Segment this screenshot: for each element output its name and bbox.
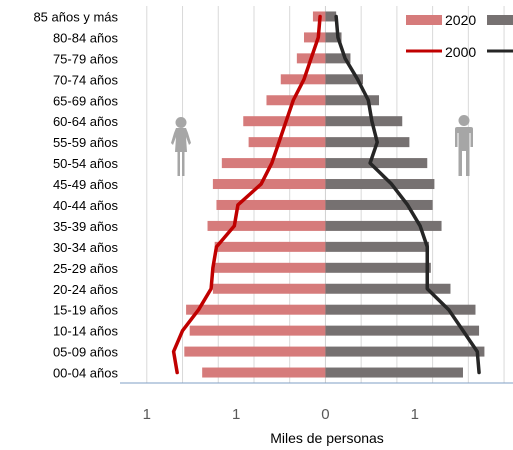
- bar-male-2020: [325, 179, 435, 190]
- legend-label-2020: 2020: [445, 12, 476, 28]
- bar-female-2020: [214, 241, 326, 252]
- bar-male-2020: [325, 116, 403, 127]
- bar-female-2020: [212, 262, 326, 273]
- bar-male-2020: [325, 262, 431, 273]
- bar-male-2020: [325, 199, 433, 210]
- line-group: [171, 14, 481, 375]
- legend: 2020 2000: [406, 12, 513, 60]
- bar-female-2020: [189, 325, 326, 336]
- bar-male-2020: [325, 367, 463, 378]
- category-label: 05-09 años: [53, 345, 119, 360]
- category-label: 50-54 años: [53, 156, 119, 171]
- grid-lines: [146, 6, 505, 383]
- category-label: 80-84 años: [53, 30, 119, 45]
- category-label: 75-79 años: [53, 51, 119, 66]
- x-axis-title: Miles de personas: [270, 430, 384, 446]
- x-tick-label: 1: [143, 406, 151, 423]
- bar-female-2020: [212, 179, 326, 190]
- bar-male-2020: [325, 241, 430, 252]
- bar-male-2020: [325, 346, 485, 357]
- bar-female-2020: [248, 137, 326, 148]
- bar-female-2020: [207, 220, 326, 231]
- category-labels: 85 años y más 80-84 años 75-79 años 70-74 a…: [33, 9, 118, 380]
- bar-female-2020: [184, 346, 326, 357]
- bar-male-2020: [325, 220, 442, 231]
- bar-male-2020: [325, 95, 380, 106]
- category-label: 60-64 años: [53, 114, 119, 129]
- female-icon: [171, 117, 191, 176]
- bar-female-2020: [266, 95, 326, 106]
- bar-male-2020: [325, 304, 476, 315]
- category-label: 35-39 años: [53, 219, 119, 234]
- category-label: 15-19 años: [53, 303, 119, 318]
- category-label: 70-74 años: [53, 72, 119, 87]
- bar-male-2020: [325, 325, 480, 336]
- bar-male-2020: [325, 137, 410, 148]
- x-tick-label: 1: [411, 406, 419, 423]
- line-male-2000: [334, 14, 481, 375]
- category-label: 55-59 años: [53, 135, 119, 150]
- category-label: 85 años y más: [33, 9, 118, 24]
- category-label: 10-14 años: [53, 324, 119, 339]
- category-label: 25-29 años: [53, 261, 119, 276]
- male-icon: [455, 115, 473, 176]
- bar-male-2020: [325, 11, 337, 22]
- legend-label-2000: 2000: [445, 44, 476, 60]
- bar-male-2020: [325, 32, 342, 43]
- bar-male-2020: [325, 283, 451, 294]
- x-tick-label: 1: [232, 406, 240, 423]
- legend-swatch-2020-female: [406, 15, 442, 25]
- bar-female-2020: [202, 367, 326, 378]
- bar-female-2020: [186, 304, 326, 315]
- legend-swatch-2020-male: [487, 15, 513, 25]
- x-tick-labels: 1 1 0 1: [143, 406, 419, 423]
- bar-female-2020: [212, 283, 326, 294]
- bar-female-2020: [216, 199, 326, 210]
- category-label: 20-24 años: [53, 282, 119, 297]
- x-tick-label: 0: [321, 406, 329, 423]
- bar-male-2020: [325, 53, 351, 64]
- bar-female-2020: [303, 32, 326, 43]
- bar-male-2020: [325, 74, 363, 85]
- bar-male-2020: [325, 158, 428, 169]
- category-label: 30-34 años: [53, 240, 119, 255]
- line-female-2000: [171, 14, 322, 375]
- bar-group: [184, 11, 485, 378]
- category-label: 00-04 años: [53, 366, 119, 381]
- category-label: 45-49 años: [53, 177, 119, 192]
- category-label: 65-69 años: [53, 93, 119, 108]
- category-label: 40-44 años: [53, 198, 119, 213]
